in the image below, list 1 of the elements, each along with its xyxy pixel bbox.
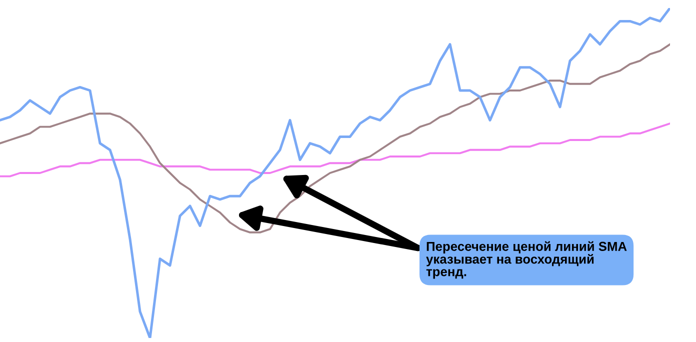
annotation: Пересечение ценой линий SMA указывает на восходящий тренд. bbox=[426, 241, 627, 279]
